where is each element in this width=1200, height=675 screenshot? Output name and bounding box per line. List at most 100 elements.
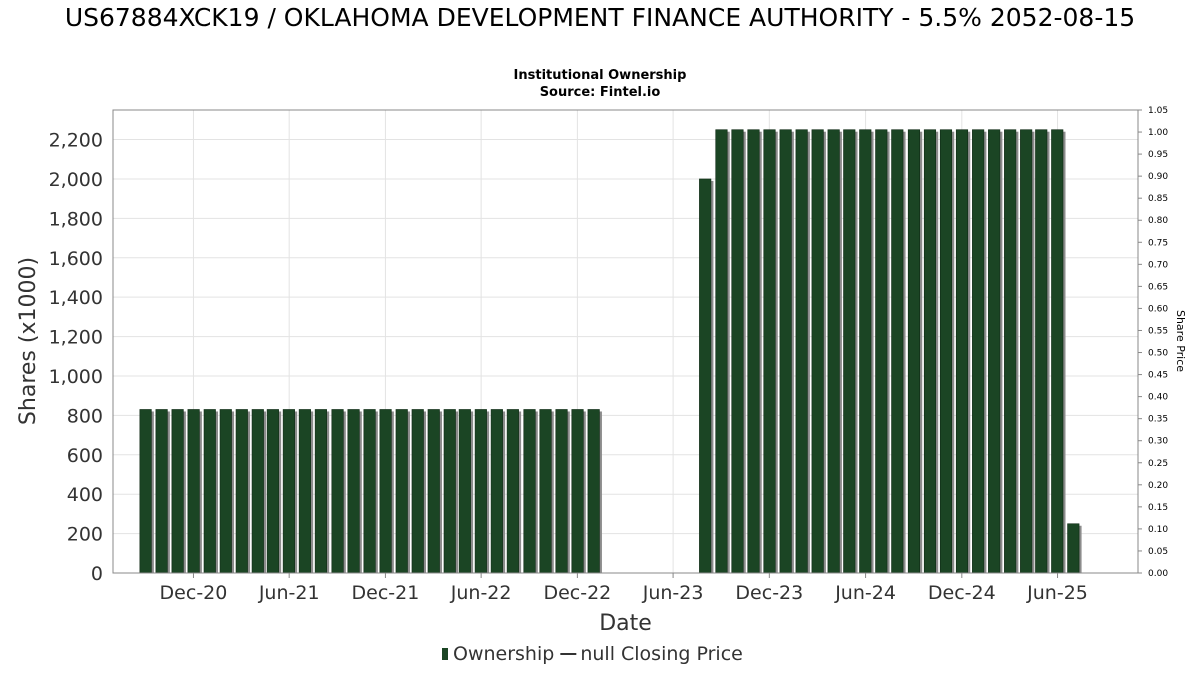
ownership-bar [490, 409, 503, 574]
ownership-bar [235, 409, 248, 574]
y-right-tick-label: 0.00 [1148, 569, 1168, 579]
ownership-bar [795, 129, 808, 574]
y-right-tick-label: 0.05 [1148, 547, 1168, 557]
y-right-tick-label: 0.10 [1148, 525, 1168, 535]
ownership-bar [1020, 129, 1033, 574]
ownership-bar [859, 129, 872, 574]
y-right-tick-label: 0.85 [1148, 194, 1168, 204]
ownership-bar [523, 409, 536, 574]
ownership-bar [571, 409, 584, 574]
y-tick-label: 800 [67, 405, 103, 427]
ownership-bar [923, 129, 937, 574]
y-tick-label: 600 [67, 445, 103, 467]
ownership-bar [331, 409, 344, 574]
ownership-bar [506, 409, 519, 574]
ownership-bar [282, 409, 295, 574]
y-tick-label: 1,000 [49, 366, 103, 388]
ownership-bar [458, 409, 471, 574]
ownership-bar [955, 129, 969, 574]
ownership-bar [251, 409, 264, 574]
ownership-bar [555, 409, 568, 574]
ownership-bar [474, 409, 487, 574]
ownership-bar [443, 409, 456, 574]
ownership-bar [763, 129, 776, 574]
y-tick-label: 1,200 [49, 327, 103, 349]
ownership-bar [427, 409, 440, 574]
x-tick-label: Dec-24 [928, 582, 996, 604]
y-right-axis-title: Share Price [1174, 310, 1187, 372]
ownership-bar [747, 129, 760, 574]
x-tick-label: Jun-21 [258, 582, 320, 604]
ownership-bar [1051, 129, 1064, 574]
legend-label: Ownership [453, 643, 554, 665]
ownership-bar [811, 129, 824, 574]
ownership-bar [139, 409, 152, 574]
y-right-tick-label: 1.05 [1148, 106, 1168, 116]
ownership-bar [539, 409, 552, 574]
ownership-bar [907, 129, 921, 574]
ownership-bar [379, 409, 392, 574]
x-axis-title: Date [599, 611, 652, 636]
legend: Ownership null Closing Price [442, 643, 743, 665]
chart-title: US67884XCK19 / OKLAHOMA DEVELOPMENT FINA… [64, 3, 1136, 32]
ownership-bar [219, 409, 232, 574]
x-tick-label: Jun-22 [450, 582, 512, 604]
ownership-bar [587, 409, 600, 574]
y-right-tick-label: 0.65 [1148, 282, 1168, 292]
y-right-tick-label: 1.00 [1148, 128, 1168, 138]
y-right-tick-label: 0.30 [1148, 437, 1168, 447]
ownership-bar [203, 409, 216, 574]
ownership-bar [347, 409, 360, 574]
y-right-tick-label: 0.50 [1148, 349, 1168, 359]
ownership-bar [1004, 129, 1017, 574]
ownership-bar [843, 129, 856, 574]
ownership-bar [699, 178, 712, 574]
y-tick-label: 1,400 [49, 287, 103, 309]
y-tick-label: 200 [67, 524, 103, 546]
ownership-bar [891, 129, 904, 574]
chart-source: Source: Fintel.io [539, 85, 661, 100]
y-right-tick-label: 0.80 [1148, 216, 1168, 226]
y-right-tick-label: 0.60 [1148, 304, 1168, 314]
y-right-tick-label: 0.15 [1148, 503, 1168, 513]
y-tick-label: 2,000 [49, 169, 103, 191]
x-tick-label: Dec-22 [543, 582, 611, 604]
ownership-bar [972, 129, 985, 574]
ownership-bar [314, 409, 327, 574]
x-tick-label: Dec-21 [352, 582, 420, 604]
ownership-bar [155, 409, 168, 574]
y-tick-label: 1,800 [49, 208, 103, 230]
ownership-bar [411, 409, 424, 574]
y-right-tick-label: 0.75 [1148, 238, 1168, 248]
y-axis-title: Shares (x1000) [16, 257, 41, 425]
chart-subtitle: Institutional Ownership [513, 68, 687, 83]
ownership-bar [1035, 129, 1048, 574]
y-right-tick-label: 0.55 [1148, 326, 1168, 336]
x-tick-label: Jun-23 [642, 582, 704, 604]
y-tick-label: 0 [91, 563, 103, 585]
x-tick-label: Jun-24 [834, 582, 896, 604]
ownership-bar [266, 409, 279, 574]
plot-frame [112, 109, 1139, 574]
y-right-tick-label: 0.35 [1148, 415, 1168, 425]
ownership-bar [779, 129, 792, 574]
y-right-tick-label: 0.90 [1148, 172, 1168, 182]
y-right-tick-label: 0.70 [1148, 260, 1168, 270]
y-tick-label: 1,600 [49, 248, 103, 270]
y-right-tick-label: 0.40 [1148, 393, 1168, 403]
bar-layer [139, 129, 1082, 574]
legend-swatch-ownership [442, 648, 448, 660]
ownership-bar [939, 129, 953, 574]
ownership-bar [731, 129, 744, 574]
y-tick-label: 2,200 [49, 130, 103, 152]
ownership-bar [827, 129, 840, 574]
x-tick-label: Dec-23 [735, 582, 803, 604]
ownership-bar [988, 129, 1001, 574]
y-right-tick-label: 0.20 [1148, 481, 1168, 491]
ownership-bar [875, 129, 888, 574]
ownership-bar [1067, 523, 1080, 574]
ownership-bar [187, 409, 200, 574]
ownership-bar [363, 409, 376, 574]
